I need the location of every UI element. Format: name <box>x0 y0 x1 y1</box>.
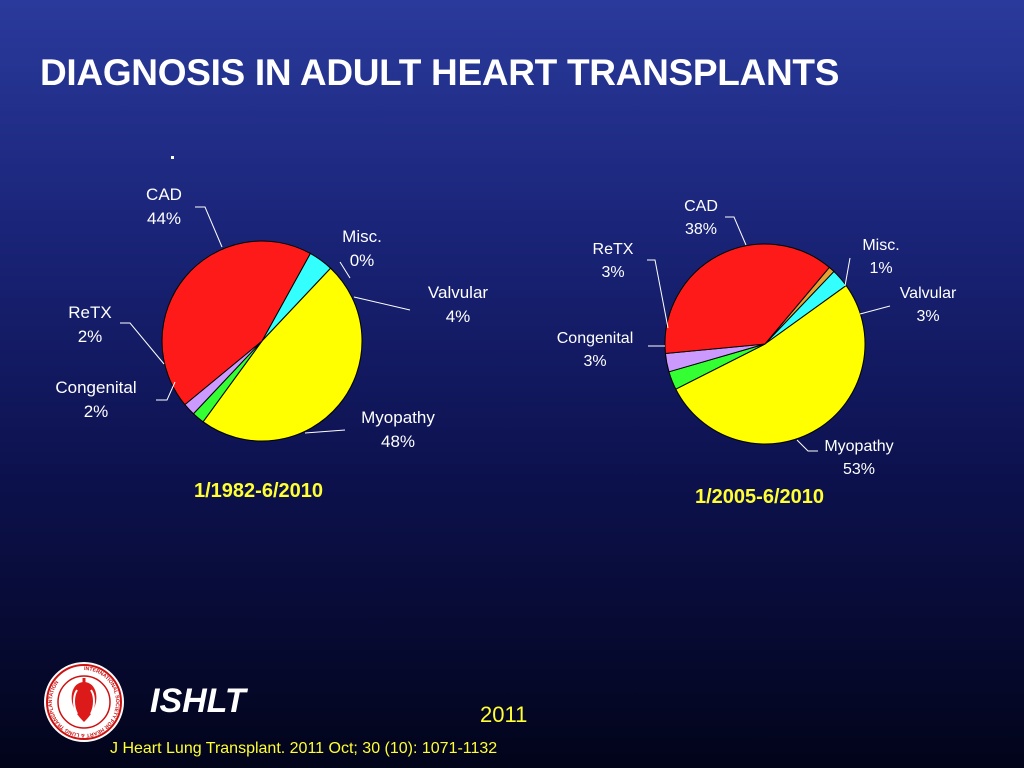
pie-2-value-cad: 38% <box>685 221 717 238</box>
year-label: 2011 <box>480 702 528 727</box>
pie-2-period-label: 1/2005-6/2010 <box>695 486 825 508</box>
pie-1-label-cad: CAD <box>146 185 182 204</box>
pie-1-label-myopathy: Myopathy <box>361 408 435 427</box>
pie-2-label-myopathy: Myopathy <box>824 438 893 455</box>
pie-1-slice-myopathy <box>202 267 363 442</box>
pie-1-value-valvular: 4% <box>446 307 471 326</box>
pie-1-leader-valvular <box>353 296 411 311</box>
pie-1-slice-cad <box>161 240 312 406</box>
pie-1-value-misc: 0% <box>350 251 375 270</box>
heart-lung-icon <box>71 678 97 722</box>
pie-1-leader-myopathy <box>304 429 346 434</box>
pie-2-label-misc: Misc. <box>862 237 899 254</box>
citation-text: J Heart Lung Transplant. 2011 Oct; 30 (1… <box>110 740 498 757</box>
pie-1-label-congenital: Congenital <box>55 378 136 397</box>
pie-2-value-congenital: 3% <box>583 353 606 370</box>
pie-2-label-congenital: Congenital <box>557 330 634 347</box>
ishlt-logo: INTERNATIONAL SOCIETY FOR HEART & LUNG T… <box>44 662 124 742</box>
pie-2-leader-misc <box>844 257 851 287</box>
pie-1-leader-misc <box>339 261 351 279</box>
dot-mark <box>171 156 174 159</box>
organization-name: ISHLT <box>150 682 246 720</box>
pie-1-value-retx: 2% <box>78 327 103 346</box>
pie-2-label-cad: CAD <box>684 198 718 215</box>
pie-1-leader-retx <box>120 322 165 365</box>
pie-1-value-congenital: 2% <box>84 402 109 421</box>
pie-2-label-valvular: Valvular <box>900 285 957 302</box>
pie-2-label-retx: ReTX <box>593 241 634 258</box>
pie-1-leader-congenital <box>156 381 176 401</box>
pie-2-leader-valvular <box>859 305 891 315</box>
pie-chart-2005-2010: Misc. 1% Valvular 3% Myopathy 53% Congenital 3%… <box>557 198 957 478</box>
pie-2-slice-cad <box>664 243 830 355</box>
pie-2-value-retx: 3% <box>601 264 624 281</box>
pie-1-label-retx: ReTX <box>68 303 111 322</box>
pie-2-value-myopathy: 53% <box>843 461 875 478</box>
pie-1-value-myopathy: 48% <box>381 432 415 451</box>
pie-2-leader-retx <box>647 259 669 329</box>
pie-1-value-cad: 44% <box>147 209 181 228</box>
pie-2-value-misc: 1% <box>869 260 892 277</box>
slide-title: DIAGNOSIS IN ADULT HEART TRANSPLANTS <box>40 52 840 93</box>
pie-1-label-valvular: Valvular <box>428 283 488 302</box>
pie-chart-1982-2010: Misc. 0% Valvular 4% Myopathy 48% Congenital 2%… <box>55 185 488 451</box>
pie-2-leader-myopathy <box>796 439 818 452</box>
pie-1-leader-cad <box>195 206 223 248</box>
pie-2-slice-myopathy <box>675 284 866 445</box>
pie-2-value-valvular: 3% <box>916 308 939 325</box>
pie-1-label-misc: Misc. <box>342 227 382 246</box>
pie-2-leader-cad <box>725 216 747 246</box>
pie-1-period-label: 1/1982-6/2010 <box>194 480 324 502</box>
